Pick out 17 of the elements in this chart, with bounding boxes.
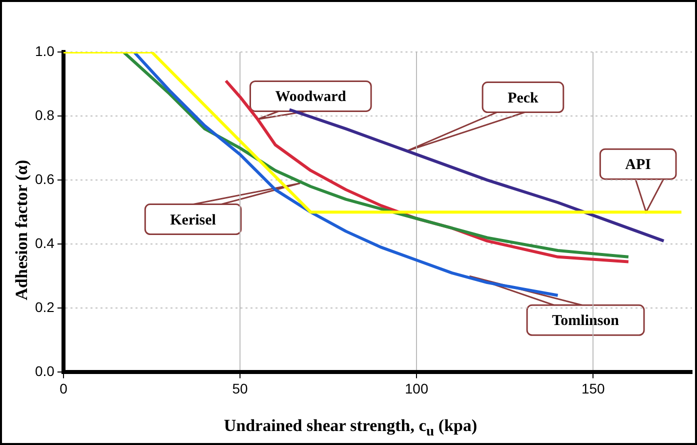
y-tick-label: 0.4 [34,234,55,251]
annotation: API [625,157,652,174]
annotation: Tomlinson [552,313,620,330]
annotation: Woodward [275,89,347,106]
annotation: Kerisel [170,212,216,228]
y-tick-label: 0.8 [34,106,55,123]
y-tick-label: 0.2 [34,299,55,316]
y-tick-label: 0.0 [34,363,55,380]
annotation: Peck [508,90,540,106]
x-tick-label: 50 [232,380,248,396]
x-tick-label: 100 [404,380,428,396]
y-axis-title: Adhesion factor (α) [12,160,32,300]
x-tick-label: 150 [581,380,606,396]
y-tick-label: 1.0 [34,42,55,59]
x-axis-title: Undrained shear strength, c$_{u}$ (kpa) [222,416,478,440]
x-tick-label: 0 [60,380,68,396]
y-tick-label: 0.6 [34,170,55,187]
